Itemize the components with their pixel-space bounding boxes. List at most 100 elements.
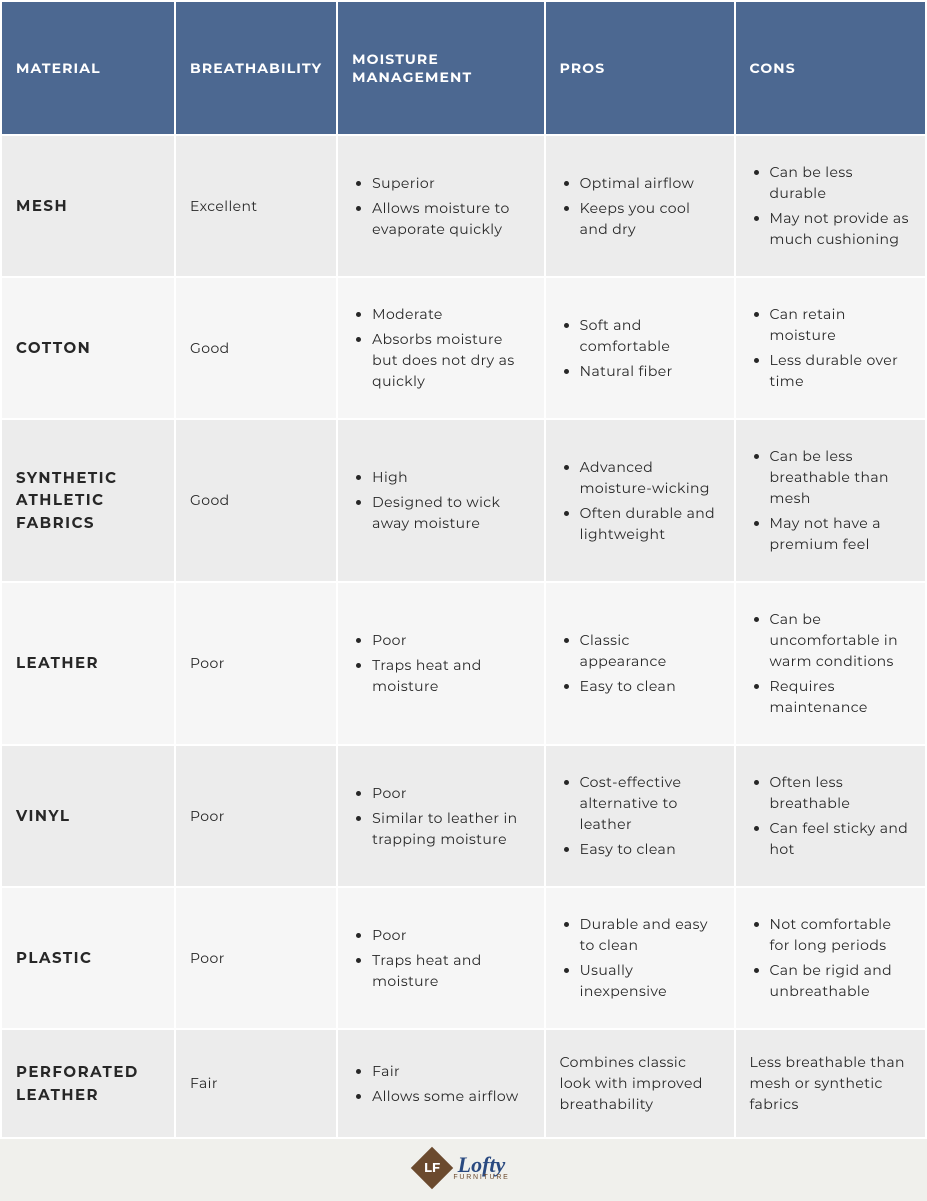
- list-item: Easy to clean: [580, 676, 720, 697]
- pros-cell: Durable and easy to cleanUsually inexpen…: [546, 888, 734, 1028]
- moisture-cell: High Designed to wick away moisture: [338, 420, 543, 581]
- table-row: LEATHER PoorPoor Traps heat and moisture Cl…: [2, 583, 925, 744]
- list-item: Poor: [372, 925, 529, 946]
- list-item: Can be less durable: [770, 162, 911, 204]
- table-row: PERFORATED LEATHERFairFairAllows some ai…: [2, 1030, 925, 1137]
- col-header-3: PROS: [546, 2, 734, 134]
- pros-cell: Classic appearance Easy to clean: [546, 583, 734, 744]
- cell-list: Can be less breathable than meshMay not …: [750, 446, 911, 555]
- pros-cell: Optimal airflow Keeps you cool and dry: [546, 136, 734, 276]
- breathability-cell: Poor: [176, 746, 336, 886]
- col-header-1: BREATHABILITY: [176, 2, 336, 134]
- cell-list: PoorSimilar to leather in trapping moist…: [352, 783, 529, 850]
- brand-logo: LF Lofty FURNITURE: [417, 1153, 509, 1183]
- cell-list: Superior Allows moisture to evaporate qui…: [352, 173, 529, 240]
- table-row: COTTONGood Moderate Absorbs moisture but d…: [2, 278, 925, 418]
- moisture-cell: Moderate Absorbs moisture but does not dr…: [338, 278, 543, 418]
- list-item: Can feel sticky and hot: [770, 818, 911, 860]
- list-item: Traps heat and moisture: [372, 655, 529, 697]
- list-item: Can retain moisture: [770, 304, 911, 346]
- list-item: Classic appearance: [580, 630, 720, 672]
- header-row: MATERIALBREATHABILITYMOISTURE MANAGEMENT…: [2, 2, 925, 134]
- cell-list: Moderate Absorbs moisture but does not dr…: [352, 304, 529, 392]
- material-cell: PERFORATED LEATHER: [2, 1030, 174, 1137]
- list-item: Allows moisture to evaporate quickly: [372, 198, 529, 240]
- materials-table-wrapper: MATERIALBREATHABILITYMOISTURE MANAGEMENT…: [0, 0, 927, 1201]
- list-item: Cost-effective alternative to leather: [580, 772, 720, 835]
- list-item: Designed to wick away moisture: [372, 492, 529, 534]
- list-item: Absorbs moisture but does not dry as qui…: [372, 329, 529, 392]
- pros-cell: Soft and comfortable Natural fiber: [546, 278, 734, 418]
- list-item: Advanced moisture-wicking: [580, 457, 720, 499]
- cell-list: Can retain moistureLess durable over tim…: [750, 304, 911, 392]
- list-item: Soft and comfortable: [580, 315, 720, 357]
- pros-cell: Advanced moisture-wickingOften durable a…: [546, 420, 734, 581]
- col-header-2: MOISTURE MANAGEMENT: [338, 2, 543, 134]
- col-header-0: MATERIAL: [2, 2, 174, 134]
- list-item: Less durable over time: [770, 350, 911, 392]
- breathability-cell: Good: [176, 420, 336, 581]
- material-cell: PLASTIC: [2, 888, 174, 1028]
- table-row: SYNTHETIC ATHLETIC FABRICSGood High Design…: [2, 420, 925, 581]
- table-body: MESHExcellent Superior Allows moisture to …: [2, 136, 925, 1137]
- material-cell: LEATHER: [2, 583, 174, 744]
- list-item: Often less breathable: [770, 772, 911, 814]
- moisture-cell: PoorSimilar to leather in trapping moist…: [338, 746, 543, 886]
- cell-list: Cost-effective alternative to leather Eas…: [560, 772, 720, 860]
- list-item: Not comfortable for long periods: [770, 914, 911, 956]
- list-item: Keeps you cool and dry: [580, 198, 720, 240]
- list-item: Optimal airflow: [580, 173, 720, 194]
- cell-list: Advanced moisture-wickingOften durable a…: [560, 457, 720, 545]
- list-item: May not provide as much cushioning: [770, 208, 911, 250]
- list-item: Poor: [372, 630, 529, 651]
- material-cell: MESH: [2, 136, 174, 276]
- cons-cell: Often less breathableCan feel sticky and…: [736, 746, 925, 886]
- list-item: Natural fiber: [580, 361, 720, 382]
- cell-list: Can be less durableMay not provide as mu…: [750, 162, 911, 250]
- list-item: May not have a premium feel: [770, 513, 911, 555]
- list-item: Can be uncomfortable in warm conditions: [770, 609, 911, 672]
- cell-list: FairAllows some airflow: [352, 1061, 529, 1107]
- list-item: High: [372, 467, 529, 488]
- list-item: Superior: [372, 173, 529, 194]
- table-row: PLASTICPoorPoorTraps heat and moistureDu…: [2, 888, 925, 1028]
- col-header-4: CONS: [736, 2, 925, 134]
- list-item: Can be rigid and unbreathable: [770, 960, 911, 1002]
- table-row: VINYLPoorPoorSimilar to leather in trapp…: [2, 746, 925, 886]
- cell-list: PoorTraps heat and moisture: [352, 925, 529, 992]
- breathability-cell: Good: [176, 278, 336, 418]
- cell-list: Classic appearance Easy to clean: [560, 630, 720, 697]
- cell-list: High Designed to wick away moisture: [352, 467, 529, 534]
- breathability-cell: Poor: [176, 888, 336, 1028]
- cons-cell: Less breathable than mesh or synthetic f…: [736, 1030, 925, 1137]
- moisture-cell: PoorTraps heat and moisture: [338, 888, 543, 1028]
- list-item: Easy to clean: [580, 839, 720, 860]
- cell-list: Durable and easy to cleanUsually inexpen…: [560, 914, 720, 1002]
- list-item: Often durable and lightweight: [580, 503, 720, 545]
- logo-text: Lofty FURNITURE: [453, 1155, 509, 1181]
- material-cell: SYNTHETIC ATHLETIC FABRICS: [2, 420, 174, 581]
- cell-list: Soft and comfortable Natural fiber: [560, 315, 720, 382]
- logo-subline: FURNITURE: [453, 1175, 509, 1181]
- logo-row: LF Lofty FURNITURE: [0, 1139, 927, 1201]
- cons-cell: Can retain moistureLess durable over tim…: [736, 278, 925, 418]
- list-item: Poor: [372, 783, 529, 804]
- logo-mark-icon: LF: [411, 1147, 453, 1189]
- table-row: MESHExcellent Superior Allows moisture to …: [2, 136, 925, 276]
- cell-list: Can be uncomfortable in warm conditionsR…: [750, 609, 911, 718]
- logo-brand: Lofty: [458, 1152, 506, 1177]
- list-item: Durable and easy to clean: [580, 914, 720, 956]
- breathability-cell: Excellent: [176, 136, 336, 276]
- cell-list: Poor Traps heat and moisture: [352, 630, 529, 697]
- material-cell: VINYL: [2, 746, 174, 886]
- list-item: Allows some airflow: [372, 1086, 529, 1107]
- moisture-cell: Poor Traps heat and moisture: [338, 583, 543, 744]
- cons-cell: Not comfortable for long periodsCan be r…: [736, 888, 925, 1028]
- pros-cell: Combines classic look with improved brea…: [546, 1030, 734, 1137]
- list-item: Moderate: [372, 304, 529, 325]
- list-item: Requires maintenance: [770, 676, 911, 718]
- cons-cell: Can be less breathable than meshMay not …: [736, 420, 925, 581]
- moisture-cell: FairAllows some airflow: [338, 1030, 543, 1137]
- cell-list: Often less breathableCan feel sticky and…: [750, 772, 911, 860]
- material-cell: COTTON: [2, 278, 174, 418]
